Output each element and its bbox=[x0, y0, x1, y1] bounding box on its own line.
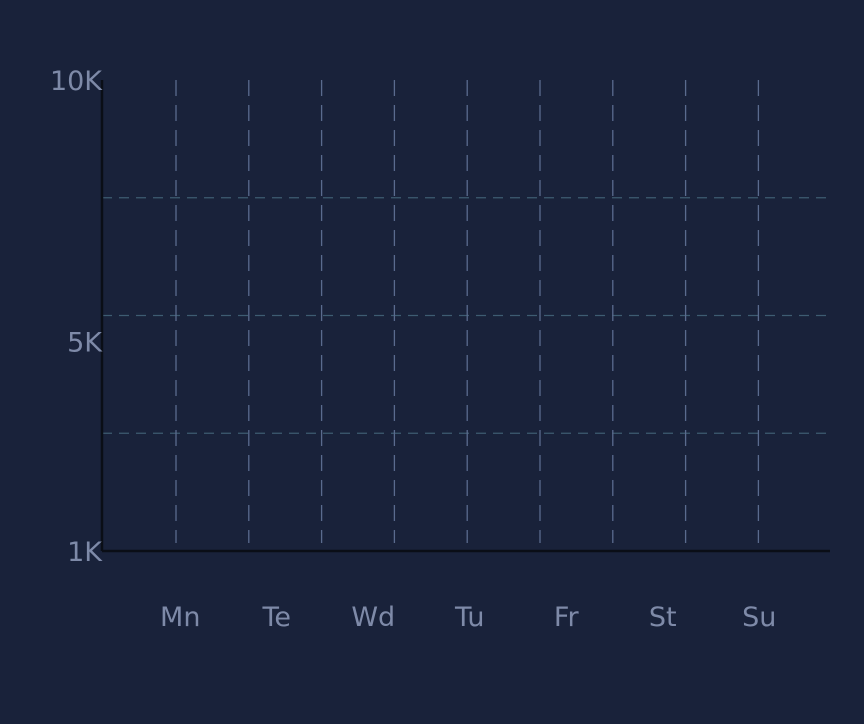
grid-layer bbox=[102, 80, 830, 543]
label-layer: 1K 5K 10K Mn Te Wd Tu Fr St Su bbox=[50, 66, 776, 633]
x-tick-label: Fr bbox=[554, 602, 580, 633]
y-tick-label: 5K bbox=[67, 328, 103, 359]
x-tick-label: Wd bbox=[351, 602, 395, 633]
x-tick-label: Te bbox=[261, 602, 291, 633]
y-tick-label: 10K bbox=[50, 66, 103, 97]
y-tick-label: 1K bbox=[67, 537, 103, 568]
x-tick-label: Mn bbox=[160, 602, 200, 633]
x-tick-label: Su bbox=[742, 602, 776, 633]
x-tick-label: St bbox=[649, 602, 677, 633]
x-tick-label: Tu bbox=[454, 602, 485, 633]
